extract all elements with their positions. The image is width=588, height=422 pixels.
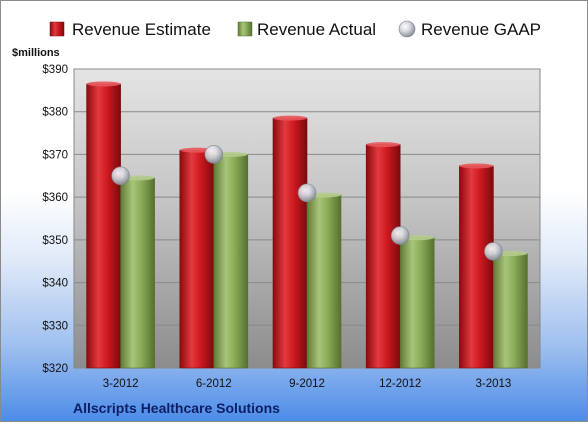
bar-revenue-estimate-top [273, 115, 307, 121]
legend-marker-revenue-gaap [398, 20, 416, 38]
x-axis-tick-labels: 3-2012 6-2012 9-2012 12-2012 3-2013 [103, 378, 512, 390]
y-tick-label: $390 [42, 64, 68, 76]
company-name: Allscripts Healthcare Solutions [73, 400, 280, 416]
x-tick-label: 9-2012 [289, 378, 325, 390]
bar-revenue-estimate [86, 83, 121, 369]
gaap-markers [111, 145, 503, 261]
bars [86, 81, 528, 369]
bar-revenue-actual [306, 194, 342, 369]
legend-label-revenue-estimate: Revenue Estimate [72, 20, 211, 39]
y-tick-label: $350 [42, 235, 68, 247]
bar-revenue-estimate [365, 144, 401, 369]
bar-revenue-actual [399, 237, 435, 369]
bar-revenue-estimate [459, 165, 494, 369]
x-tick-label: 12-2012 [379, 378, 421, 390]
bar-revenue-estimate [272, 117, 308, 369]
y-tick-label: $360 [42, 192, 68, 204]
y-tick-label: $370 [42, 149, 68, 161]
y-axis-tick-labels: $320 $330 $340 $350 $360 $370 $380 $390 [42, 64, 68, 375]
bar-revenue-estimate-top [366, 142, 401, 148]
bar-revenue-estimate [179, 149, 215, 369]
x-tick-label: 3-2013 [475, 378, 511, 390]
x-tick-label: 6-2012 [196, 378, 232, 390]
y-axis-unit-label: $millions [12, 47, 60, 59]
legend-swatch-revenue-actual [237, 21, 253, 37]
marker-revenue-gaap [111, 166, 130, 186]
bar-revenue-actual [213, 154, 249, 369]
y-tick-label: $340 [42, 278, 68, 290]
y-tick-label: $380 [42, 107, 68, 119]
marker-revenue-gaap [204, 145, 224, 164]
bar-revenue-actual [120, 177, 155, 369]
legend-swatch-revenue-estimate [49, 21, 65, 37]
legend-label-revenue-actual: Revenue Actual [257, 20, 376, 39]
legend-label-revenue-gaap: Revenue GAAP [421, 20, 541, 39]
marker-revenue-gaap [390, 226, 410, 245]
bar-revenue-actual [493, 253, 528, 369]
bar-revenue-estimate-top [86, 81, 121, 87]
bar-revenue-estimate-top [459, 163, 494, 169]
x-tick-label: 3-2012 [103, 378, 139, 390]
marker-revenue-gaap [484, 242, 503, 261]
marker-revenue-gaap [297, 183, 317, 203]
y-tick-label: $330 [42, 320, 68, 332]
y-tick-label: $320 [42, 363, 68, 375]
legend: Revenue Estimate Revenue Actual Revenue … [49, 20, 541, 39]
